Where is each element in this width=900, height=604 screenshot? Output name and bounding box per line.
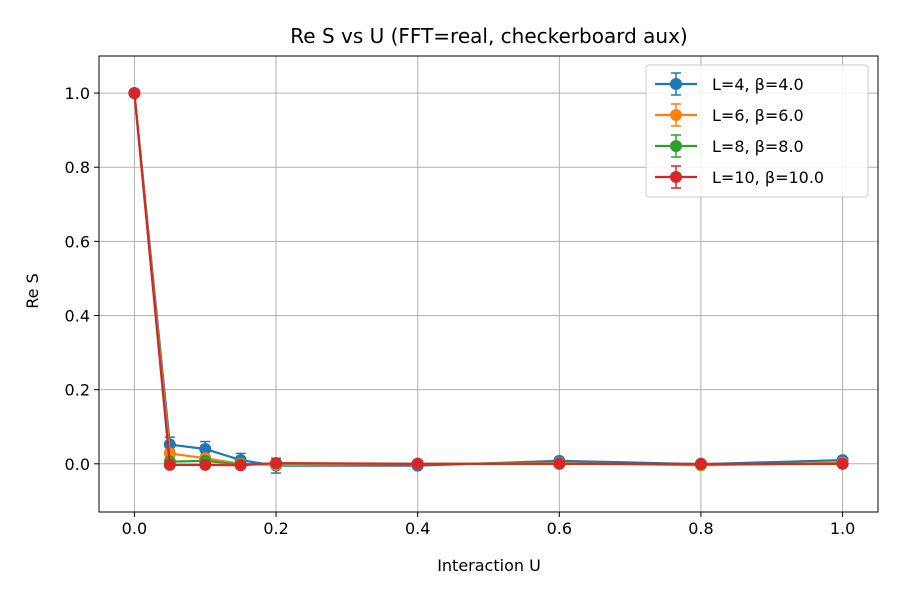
data-point — [234, 459, 247, 472]
y-tick-label: 0.8 — [65, 158, 90, 177]
plot-frame — [98, 55, 879, 513]
chart-title: Re S vs U (FFT=real, checkerboard aux) — [290, 24, 687, 48]
data-point — [694, 457, 707, 470]
legend-label: L=6, β=6.0 — [712, 106, 804, 125]
x-tick-label: 0.4 — [405, 519, 430, 538]
legend-frame — [645, 64, 869, 198]
data-point — [553, 457, 566, 470]
x-tick-label: 0.2 — [263, 519, 288, 538]
data-point — [270, 457, 283, 470]
series-group — [128, 87, 849, 472]
x-tick-label: 0.8 — [688, 519, 713, 538]
x-tick-label: 0.6 — [547, 519, 572, 538]
legend-marker — [670, 171, 682, 183]
data-point — [411, 457, 424, 470]
legend: L=4, β=4.0 L=6, β=6.0 L=8, β=8.0 L=10, β=10… — [645, 64, 869, 198]
data-point — [163, 458, 176, 471]
x-axis-label: Interaction U — [437, 556, 541, 575]
data-point — [199, 458, 212, 471]
x-tick-label: 0.0 — [122, 519, 147, 538]
data-point — [836, 457, 849, 470]
data-point — [199, 442, 212, 455]
data-point — [128, 87, 141, 100]
legend-label: L=10, β=10.0 — [712, 168, 824, 187]
legend-entry: L=8, β=8.0 — [655, 134, 804, 158]
data-layer — [128, 87, 849, 474]
legend-marker — [670, 140, 682, 152]
y-axis-label: Re S — [23, 273, 42, 308]
tick-layer: 0.0 0.2 0.4 0.6 0.8 1.0 0.0 0.2 0.4 0.6 0.8 1.0 — [65, 84, 856, 538]
legend-entry: L=4, β=4.0 — [655, 72, 804, 96]
y-tick-label: 0.6 — [65, 232, 90, 251]
y-tick-label: 0.2 — [65, 381, 90, 400]
legend-marker — [670, 78, 682, 90]
legend-label: L=4, β=4.0 — [712, 75, 804, 94]
legend-entry: L=6, β=6.0 — [655, 103, 804, 127]
y-tick-label: 0.4 — [65, 307, 90, 326]
x-tick-label: 1.0 — [830, 519, 855, 538]
y-tick-label: 0.0 — [65, 455, 90, 474]
legend-entry: L=10, β=10.0 — [655, 165, 824, 189]
legend-label: L=8, β=8.0 — [712, 137, 804, 156]
y-tick-label: 1.0 — [65, 84, 90, 103]
legend-marker — [670, 109, 682, 121]
